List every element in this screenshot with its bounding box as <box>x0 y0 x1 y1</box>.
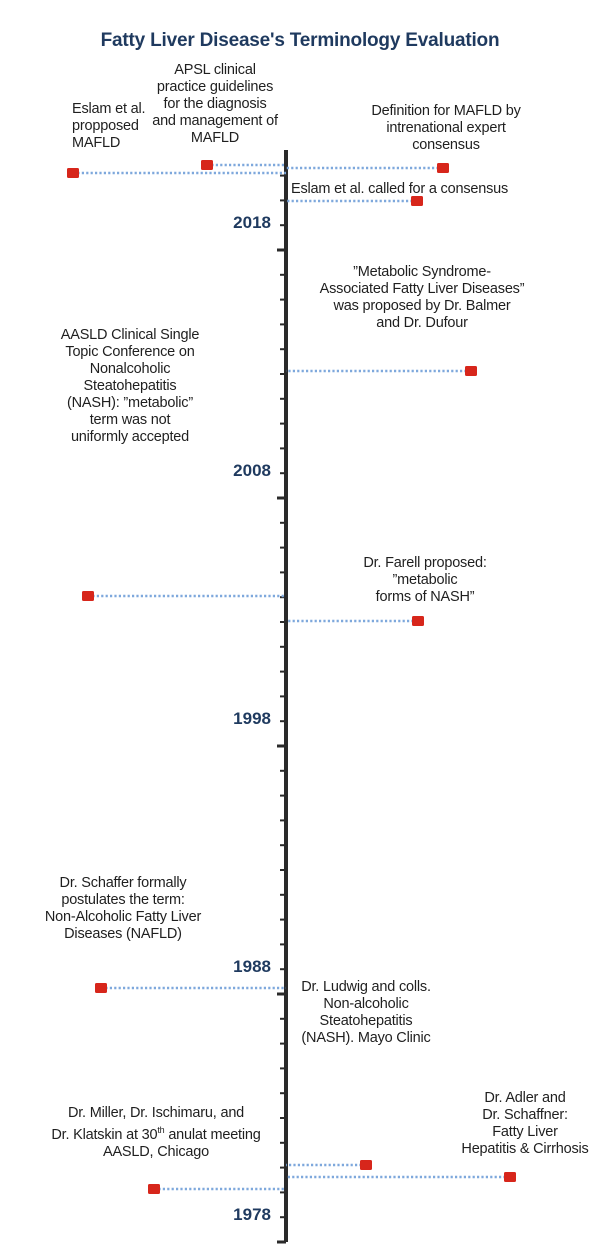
event-apsl-guidelines: APSL clinical practice guidelines for th… <box>152 62 278 146</box>
marker-aasld-nash-conference <box>82 591 94 601</box>
marker-schaffer-nafld-term <box>95 983 107 993</box>
year-label-1998: 1998 <box>233 709 271 728</box>
timeline-ticks <box>277 174 286 1244</box>
event-adler-schaffner-fatty-liver: Dr. Adler and Dr. Schaffner: Fatty Liver… <box>461 1090 589 1157</box>
marker-aasld-chicago-meeting <box>148 1184 160 1194</box>
marker-apsl-guidelines <box>201 160 213 170</box>
year-label-2018: 2018 <box>233 213 271 232</box>
event-mafld-definition-consensus: Definition for MAFLD by intrenational ex… <box>371 103 521 153</box>
event-farell-metabolic-nash: Dr. Farell proposed: ”metabolic forms of… <box>363 555 487 605</box>
marker-farell-metabolic-nash <box>412 616 424 626</box>
event-connectors <box>73 163 510 1191</box>
event-ludwig-nash-mayo: Dr. Ludwig and colls. Non-alcoholic Stea… <box>301 979 431 1046</box>
year-label-2008: 2008 <box>233 461 271 480</box>
event-schaffer-nafld-term: Dr. Schaffer formally postulates the ter… <box>44 875 202 942</box>
marker-adler-schaffner-fatty-liver <box>504 1172 516 1182</box>
event-metabolic-syndrome-term: ”Metabolic Syndrome- Associated Fatty Li… <box>319 264 525 331</box>
event-eslam-proposed-mafld: Eslam et al. propposed MAFLD <box>72 101 146 151</box>
marker-mafld-definition-consensus <box>437 163 449 173</box>
event-eslam-consensus-call: Eslam et al. called for a consensus <box>291 181 509 197</box>
year-label-1978: 1978 <box>233 1205 271 1224</box>
marker-eslam-proposed-mafld <box>67 168 79 178</box>
diagram-title: Fatty Liver Disease's Terminology Evalua… <box>100 30 500 51</box>
year-label-1988: 1988 <box>233 957 271 976</box>
event-aasld-chicago-meeting: Dr. Miller, Dr. Ischimaru, and Dr. Klats… <box>51 1105 261 1160</box>
marker-adler-schaffner-dot-left <box>360 1160 372 1170</box>
event-aasld-nash-conference: AASLD Clinical Single Topic Conference o… <box>60 327 200 445</box>
event-markers <box>67 160 516 1194</box>
marker-eslam-consensus-call <box>411 196 423 206</box>
marker-metabolic-syndrome-term <box>465 366 477 376</box>
